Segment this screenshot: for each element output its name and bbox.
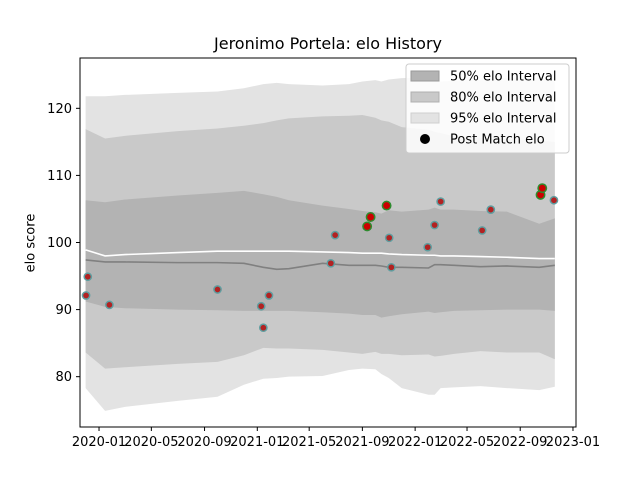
chart-title: Jeronimo Portela: elo History [213, 34, 442, 53]
y-axis-label: elo score [24, 214, 39, 273]
x-tick-label: 2020-09 [177, 435, 231, 450]
x-tick-label: 2022-01 [388, 435, 442, 450]
axes: 80901001101202020-012020-052020-092021-0… [47, 57, 600, 450]
y-tick-label: 90 [55, 303, 72, 318]
legend-swatch-50 [410, 70, 440, 82]
data-point-18 [477, 226, 487, 235]
data-point-11 [365, 212, 376, 222]
x-tick-label: 2022-05 [440, 435, 494, 450]
data-point-8 [326, 258, 336, 268]
data-point-4 [213, 285, 222, 294]
x-tick-label: 2020-01 [72, 435, 126, 450]
x-tick-label: 2023-01 [546, 435, 600, 450]
data-point-17 [436, 197, 445, 206]
legend-frame [405, 63, 570, 154]
data-point-16 [430, 220, 439, 230]
y-tick-label: 80 [55, 370, 72, 385]
data-point-10 [362, 221, 373, 232]
x-tick-label: 2021-09 [335, 435, 389, 450]
data-point-13 [384, 233, 394, 243]
data-point-21 [537, 183, 548, 194]
data-point-19 [486, 205, 496, 214]
y-tick-label: 120 [47, 102, 72, 117]
data-point-7 [264, 291, 274, 300]
data-point-14 [387, 262, 396, 272]
data-point-15 [423, 242, 433, 252]
legend-label-95: 95% elo Interval [450, 112, 557, 127]
legend-swatch-80 [410, 91, 440, 103]
y-tick-label: 100 [47, 236, 72, 251]
x-tick-label: 2020-05 [124, 435, 178, 450]
data-point-9 [330, 230, 340, 240]
data-point-6 [259, 323, 268, 333]
median-line [85, 259, 555, 271]
legend-label-post-match: Post Match elo [450, 133, 545, 148]
legend-swatch-95 [410, 112, 440, 124]
legend-label-80: 80% elo Interval [450, 91, 557, 106]
data-point-5 [256, 301, 266, 311]
x-tick-label: 2021-01 [230, 435, 284, 450]
y-tick-label: 110 [47, 169, 72, 184]
data-point-1 [81, 291, 91, 300]
plot-area [81, 77, 559, 411]
data-point-22 [549, 195, 559, 205]
x-tick-label: 2022-09 [493, 435, 547, 450]
mean-line [85, 249, 555, 260]
data-point-12 [381, 200, 392, 211]
legend-label-50: 50% elo Interval [450, 70, 557, 85]
legend-marker-post-match [420, 134, 430, 144]
x-tick-label: 2021-05 [282, 435, 336, 450]
legend: 50% elo Interval 80% elo Interval 95% el… [405, 63, 570, 154]
data-point-2 [83, 272, 93, 282]
data-point-3 [105, 300, 114, 310]
